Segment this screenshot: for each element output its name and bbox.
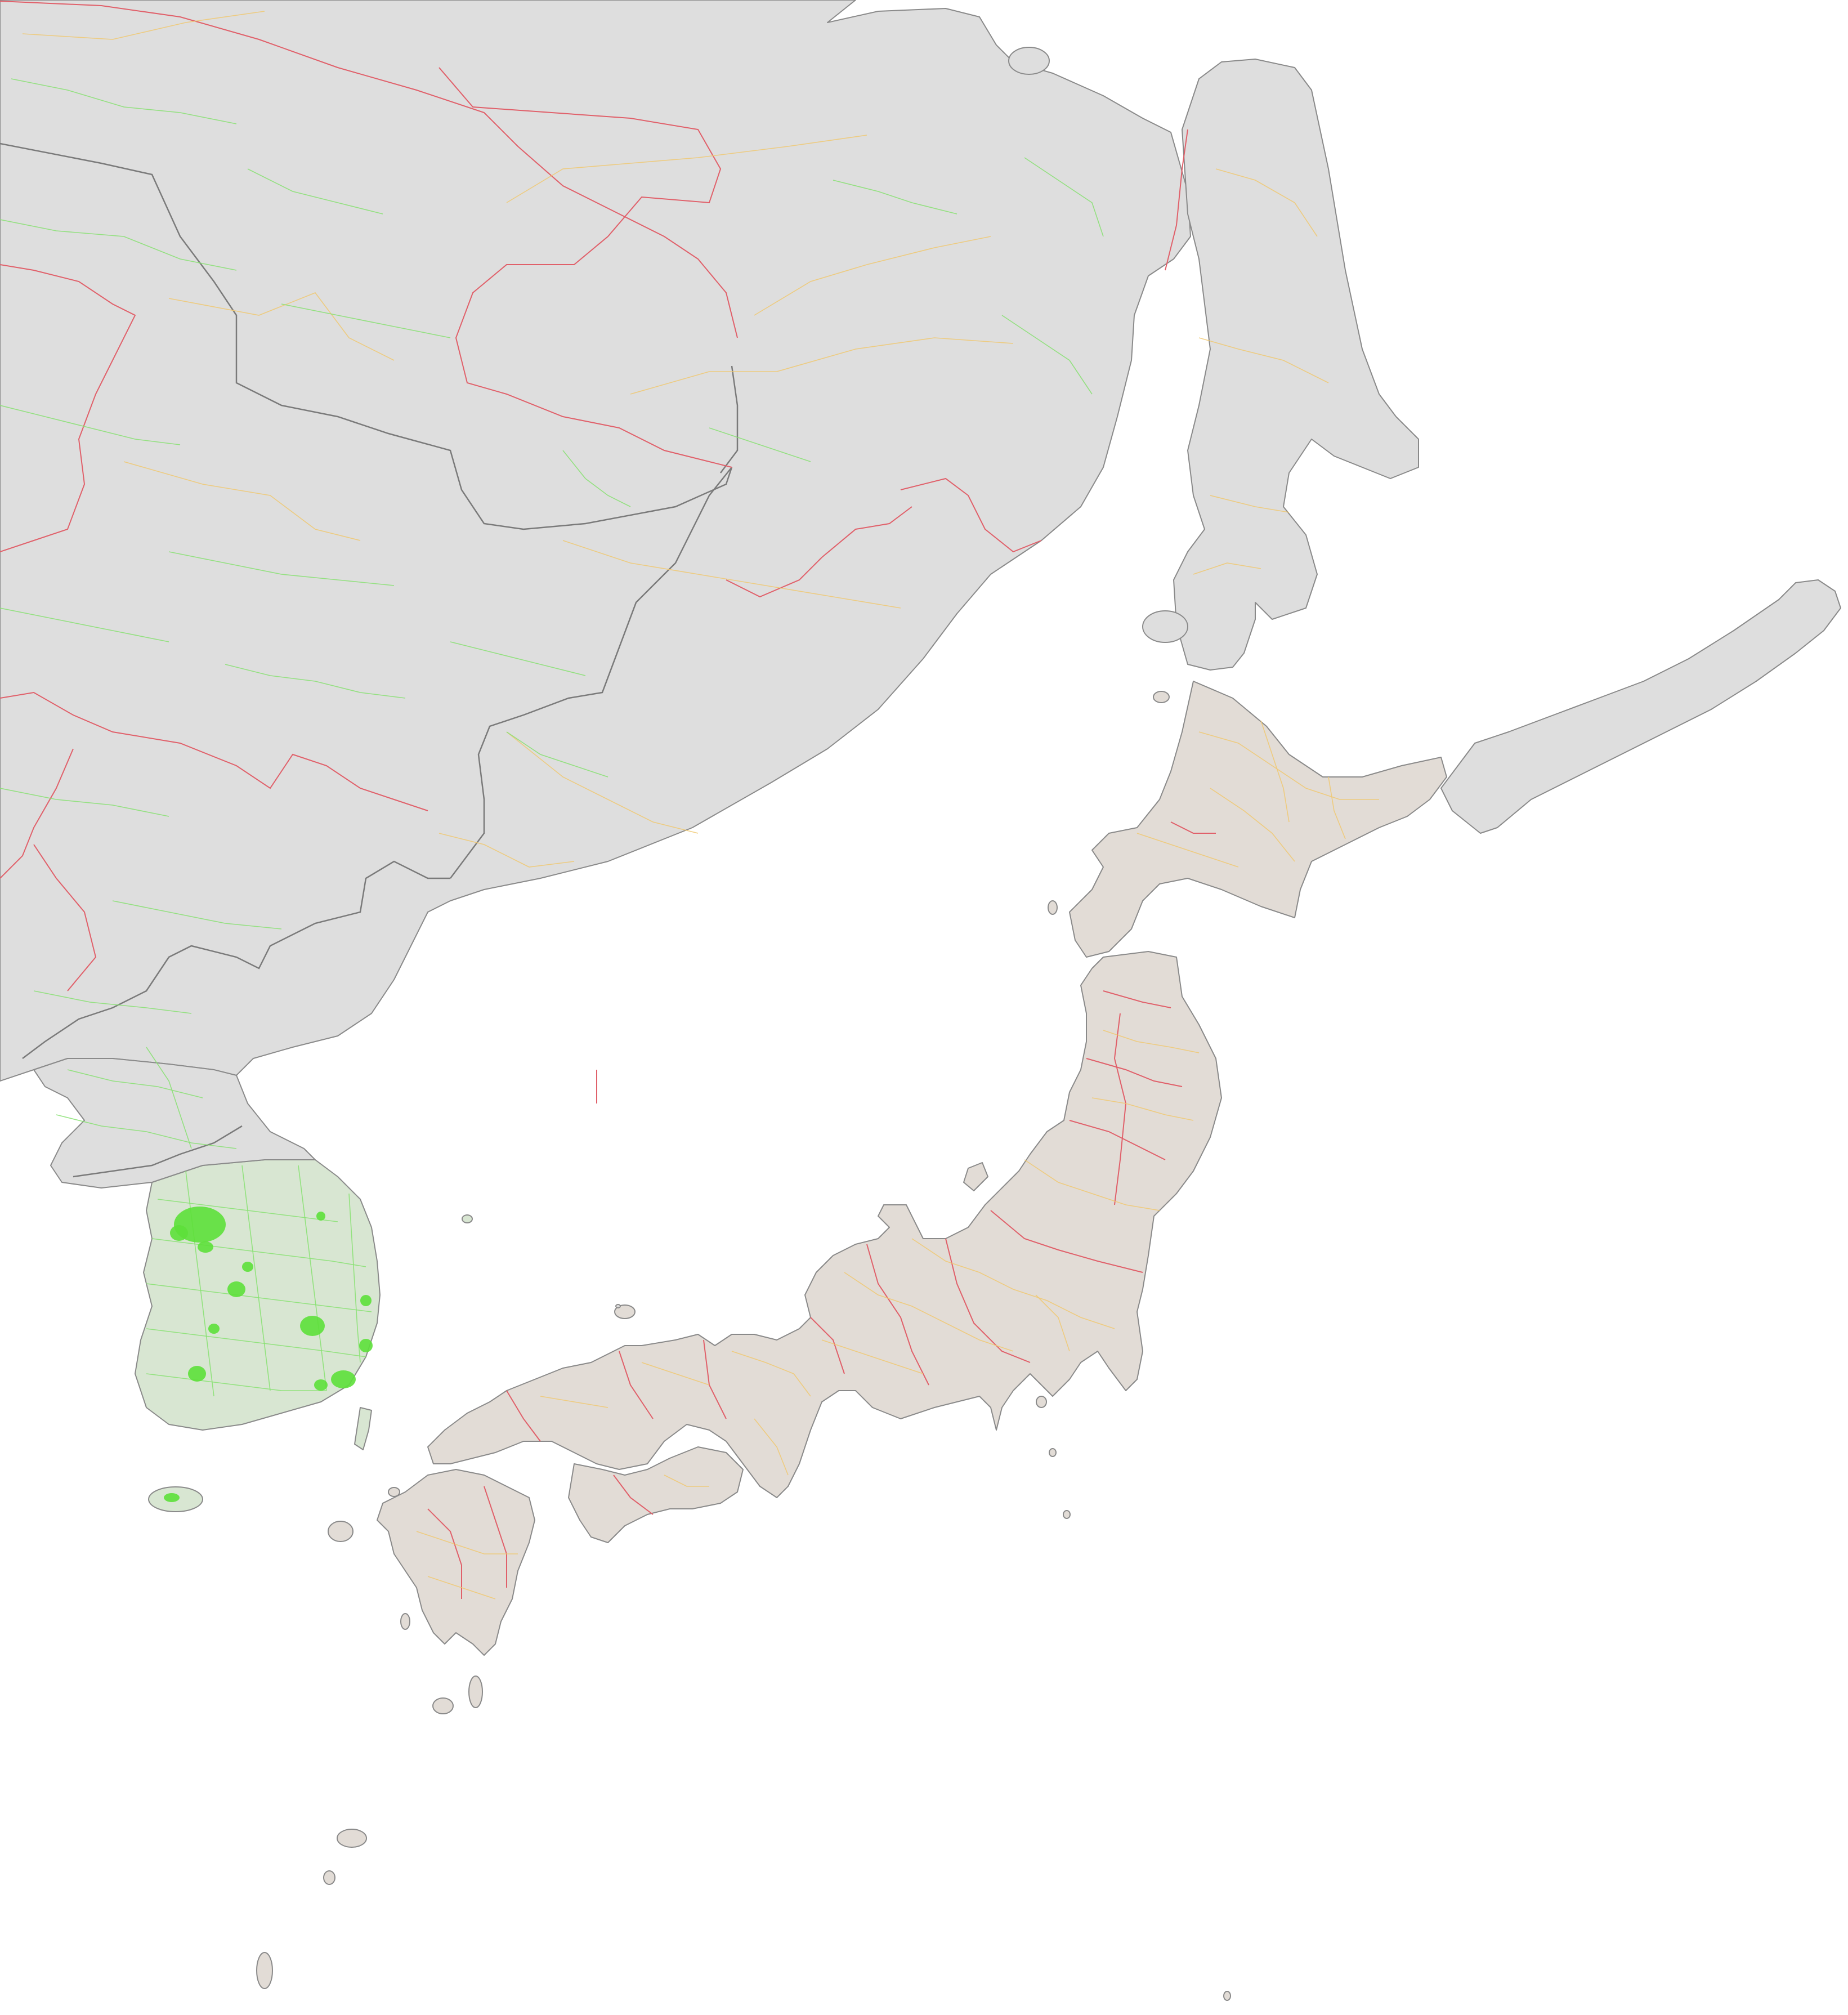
urban-area-daejeon [227, 1281, 245, 1297]
north-korea-landmass [33, 1058, 316, 1189]
dense-urban-areas [164, 1207, 373, 1502]
iki-island [388, 1487, 400, 1497]
tokunoshima-island [323, 1870, 335, 1885]
russia-china-border [0, 142, 733, 879]
islet-east-korea [615, 1304, 621, 1308]
sado-island [963, 1162, 988, 1191]
china-north-korea-border [22, 860, 450, 1059]
urban-area-suwon [198, 1241, 213, 1253]
koshiki-islands [400, 1613, 410, 1630]
okushiri-island [1048, 900, 1058, 915]
urban-area-jeonju [208, 1324, 220, 1334]
urban-area-busan [331, 1370, 356, 1388]
admin-level-1-borders [0, 1, 1216, 1599]
rishiri-island [1153, 691, 1170, 703]
oki-islands [614, 1304, 636, 1319]
urban-area-changwon [314, 1379, 328, 1391]
urban-area-gangneung [316, 1212, 325, 1221]
urban-area-cheongju [242, 1262, 253, 1272]
sakhalin-island [1173, 59, 1419, 671]
okinawa-island [256, 1952, 273, 1989]
urban-area-daegu [300, 1316, 325, 1336]
russia-china-border-northeast [720, 365, 739, 473]
urban-area-gwangju [188, 1366, 206, 1382]
amami-island [337, 1829, 367, 1848]
hokkaido-landmass [1069, 681, 1447, 958]
izu-oshima-island [1036, 1396, 1047, 1408]
north-south-korea-border [73, 1125, 243, 1178]
kyushu-landmass [377, 1469, 535, 1656]
small-island-west-sakhalin [1142, 610, 1188, 643]
urban-area-ulsan [359, 1339, 373, 1352]
admin-level-2-borders [22, 11, 1379, 1600]
urban-area-jeju [164, 1493, 180, 1502]
small-island-north [1008, 47, 1050, 75]
honshu-landmass [427, 951, 1222, 1498]
urban-area-incheon [170, 1225, 188, 1241]
tsushima-island [354, 1407, 372, 1450]
kuril-kamchatka-landmass [1440, 579, 1841, 834]
hachijojima-island [1063, 1510, 1071, 1519]
tanegashima-island [468, 1676, 483, 1708]
ulleungdo-island [462, 1214, 473, 1223]
mainland-landmass [0, 0, 1191, 1082]
miyakejima-island [1049, 1448, 1057, 1457]
yakushima-island [432, 1697, 454, 1714]
minamitorishima-island [1223, 1991, 1231, 2001]
urban-area-pohang [360, 1295, 372, 1306]
shikoku-landmass [568, 1446, 744, 1543]
goto-islands [328, 1521, 354, 1542]
